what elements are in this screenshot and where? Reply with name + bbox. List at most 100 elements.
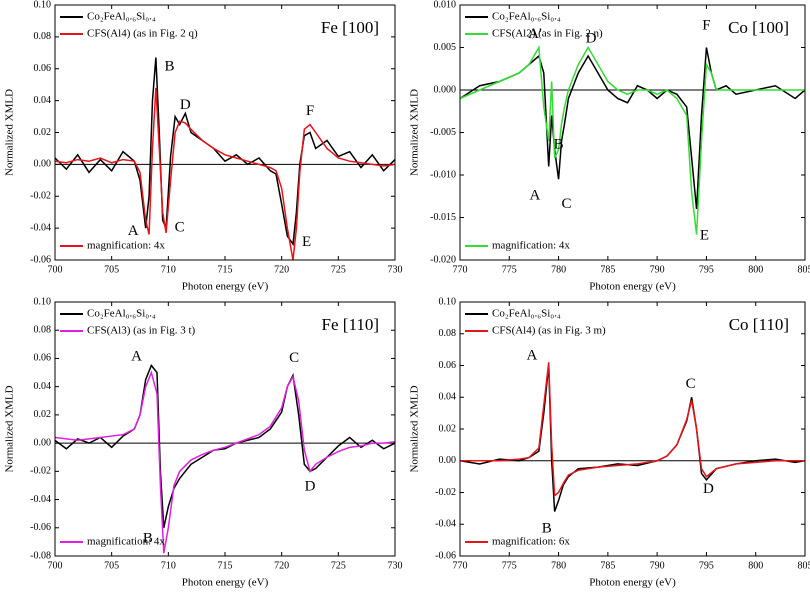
y-tick-label: 0.000 (434, 84, 457, 95)
y-tick-label: 0.02 (439, 423, 457, 434)
x-tick-label: 700 (48, 560, 63, 571)
peak-label: E (302, 234, 311, 250)
y-tick-label: -0.010 (430, 169, 456, 180)
y-tick-label: -0.02 (30, 466, 51, 477)
x-tick-label: 730 (388, 560, 403, 571)
y-tick-label: 0.02 (34, 409, 52, 420)
peak-label: C (686, 376, 696, 392)
panel-title: Fe [100] (321, 18, 379, 37)
x-tick-label: 780 (551, 560, 566, 571)
x-tick-label: 710 (161, 264, 176, 275)
plot-frame (54, 4, 396, 261)
x-tick-label: 730 (388, 264, 403, 275)
x-tick-label: 790 (650, 264, 665, 275)
y-tick-label: 0.10 (34, 296, 52, 307)
peak-label: A (527, 347, 538, 363)
peak-label: B (164, 59, 174, 75)
peak-label: D (305, 478, 316, 494)
x-axis-label: Photon energy (eV) (589, 281, 676, 293)
peak-label: C (175, 220, 185, 236)
y-tick-label: 0.005 (434, 42, 457, 53)
peak-label: C (561, 196, 571, 212)
y-tick-label: 0.06 (34, 63, 52, 74)
y-tick-label: 0.10 (34, 0, 52, 10)
legend-label: Co₂FeAl₀.₆Si₀.₄ (87, 11, 156, 23)
x-tick-label: 790 (650, 560, 665, 571)
x-tick-label: 800 (748, 264, 763, 275)
y-tick-label: 0.06 (34, 353, 52, 364)
x-axis-label: Photon energy (eV) (182, 577, 269, 589)
x-tick-label: 800 (748, 560, 763, 571)
x-tick-label: 785 (600, 264, 615, 275)
y-tick-label: -0.08 (30, 550, 51, 561)
panel-title: Fe [110] (322, 315, 379, 334)
y-tick-label: 0.04 (34, 381, 52, 392)
legend-label: CFS(Al2) (as in Fig. 2 n) (492, 28, 603, 40)
peak-label: B (542, 520, 552, 536)
panel: -0.06 -0.04 -0.02 0.00 0.02 0.04 0.06 0.08 0.10 7… (409, 296, 810, 588)
data-line (460, 45, 805, 235)
data-line (55, 87, 395, 260)
y-axis-label: Normalized XMLD (4, 385, 16, 472)
peak-label: E (700, 228, 709, 244)
data-line (460, 365, 805, 512)
y-axis-label: Normalized XMLD (409, 385, 421, 472)
data-line (55, 57, 395, 247)
x-tick-label: 785 (600, 560, 615, 571)
x-axis-label: Photon energy (eV) (589, 577, 676, 589)
legend-label: Co₂FeAl₀.₆Si₀.₄ (87, 308, 156, 320)
y-tick-label: 0.00 (34, 437, 52, 448)
x-tick-label: 805 (798, 560, 810, 571)
plot-frame (54, 301, 396, 557)
peak-label: B (554, 137, 564, 153)
y-tick-label: 0.10 (439, 296, 457, 307)
x-tick-label: 770 (453, 264, 468, 275)
plot-frame (459, 301, 806, 557)
x-tick-label: 715 (218, 560, 233, 571)
y-tick-label: -0.04 (30, 494, 51, 505)
x-tick-label: 795 (699, 264, 714, 275)
y-axis-label: Normalized XMLD (409, 89, 421, 176)
x-tick-label: 720 (274, 264, 289, 275)
legend-label: Co₂FeAl₀.₆Si₀.₄ (492, 11, 561, 23)
x-tick-label: 705 (104, 560, 119, 571)
x-tick-label: 805 (798, 264, 810, 275)
peak-label: C (289, 350, 299, 366)
y-tick-label: -0.02 (435, 487, 456, 498)
peak-label: D (703, 481, 714, 497)
peak-label: A (131, 348, 142, 364)
x-tick-label: 780 (551, 264, 566, 275)
peak-label: A (529, 188, 540, 204)
legend-label: CFS(Al4) (as in Fig. 2 q) (87, 28, 198, 40)
data-line (460, 47, 805, 210)
panel-title: Co [100] (728, 18, 789, 37)
x-tick-label: 725 (331, 264, 346, 275)
panel: -0.08 -0.06 -0.04 -0.02 0.00 0.02 0.04 0.06 0.08… (4, 296, 403, 588)
note-label: magnification: 4x (87, 240, 165, 252)
y-tick-label: 0.02 (34, 127, 52, 138)
y-tick-label: 0.010 (434, 0, 457, 10)
panel-title: Co [110] (729, 315, 789, 334)
y-tick-label: -0.020 (430, 254, 456, 265)
x-tick-label: 795 (699, 560, 714, 571)
note-label: magnification: 6x (492, 536, 570, 548)
peak-label: A' (528, 26, 542, 42)
peak-label: A (128, 223, 139, 239)
peak-label: D (586, 30, 597, 46)
x-tick-label: 775 (502, 560, 517, 571)
x-axis-label: Photon energy (eV) (182, 281, 269, 293)
y-tick-label: -0.005 (430, 127, 456, 138)
y-tick-label: -0.06 (435, 550, 456, 561)
peak-label: D (180, 97, 191, 113)
peak-label: F (702, 18, 710, 34)
x-tick-label: 720 (274, 560, 289, 571)
y-tick-label: 0.00 (34, 159, 52, 170)
plot-frame (459, 4, 806, 261)
y-tick-label: 0.08 (34, 325, 52, 336)
x-tick-label: 775 (502, 264, 517, 275)
x-tick-label: 770 (453, 560, 468, 571)
peak-label: F (306, 103, 314, 119)
note-label: magnification: 4x (492, 240, 570, 252)
x-tick-label: 725 (331, 560, 346, 571)
